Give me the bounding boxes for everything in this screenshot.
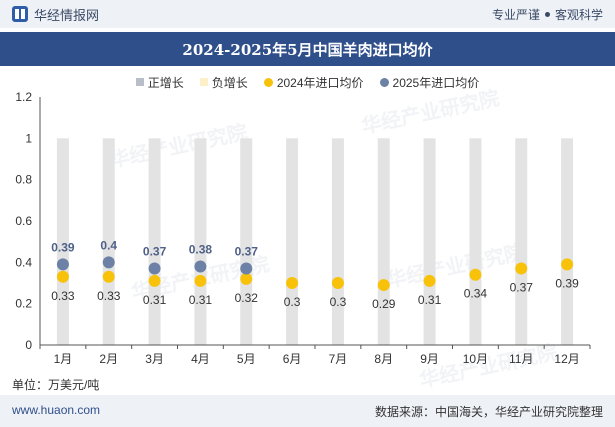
data-label-2024: 0.33: [97, 289, 121, 303]
point-2025: [148, 262, 161, 275]
data-label-2024: 0.31: [189, 293, 213, 307]
growth-bar: [286, 138, 299, 345]
data-label-2024: 0.32: [235, 291, 259, 305]
x-tick-label: 8月: [374, 352, 393, 366]
x-tick-label: 5月: [237, 352, 256, 366]
point-2025: [194, 260, 207, 273]
brand-name: 华经情报网: [34, 7, 100, 23]
point-2024: [469, 268, 482, 281]
point-2024: [286, 277, 299, 289]
point-2024: [561, 258, 574, 271]
footer-source: 数据来源：中国海关，华经产业研究院整理: [374, 405, 603, 419]
title-bar: 2024-2025年5月中国羊肉进口均价: [0, 32, 615, 66]
point-2025: [102, 256, 115, 269]
data-label-2025: 0.37: [235, 245, 259, 259]
data-points: [56, 256, 574, 292]
point-2024: [515, 262, 528, 275]
point-2024: [194, 274, 207, 287]
brand: 华经情报网: [12, 6, 100, 23]
x-tick-label: 4月: [191, 352, 210, 366]
growth-bar: [561, 138, 574, 345]
y-tick-label: 0.8: [15, 173, 32, 187]
point-2024: [331, 277, 344, 289]
growth-bar: [102, 138, 115, 345]
point-2024: [377, 279, 390, 292]
data-label-2025: 0.39: [51, 240, 75, 254]
growth-bar: [469, 138, 482, 345]
legend-item-negative: 负增长: [199, 74, 248, 91]
unit-label: 单位：万美元/吨: [12, 378, 100, 392]
point-2024: [56, 270, 69, 283]
chart-title: 2024-2025年5月中国羊肉进口均价: [182, 40, 433, 59]
data-label-2024: 0.33: [51, 289, 75, 303]
data-labels: 0.33 0.33 0.31 0.31 0.32 0.3 0.3 0.29 0.31 0.34 0.…: [51, 238, 579, 311]
point-2025: [56, 258, 69, 271]
growth-bars: [56, 138, 574, 345]
data-label-2025: 0.37: [143, 245, 167, 259]
axes: 0 0.2 0.4 0.6 0.8 1 1.2 1月 2月 3月 4月 5月 6月 7月 8月 9月 10月 11…: [15, 90, 591, 366]
x-tick-label: 9月: [420, 352, 439, 366]
growth-bar: [423, 138, 436, 345]
data-label-2025: 0.38: [189, 242, 213, 256]
legend-swatch-positive: [135, 78, 144, 86]
top-bar: 华经情报网 专业严谨 客观科学: [0, 0, 615, 28]
legend-item-2025: 2025年进口均价: [379, 74, 480, 91]
y-tick-label: 0.2: [15, 297, 32, 311]
data-label-2024: 0.39: [555, 276, 579, 290]
footer-site: www.huaon.com: [12, 403, 101, 417]
legend-label-2024: 2024年进口均价: [276, 75, 364, 90]
growth-bar: [148, 138, 161, 345]
point-2024: [423, 274, 436, 287]
x-tick-label: 2月: [99, 352, 118, 366]
legend-item-positive: 正增长: [135, 74, 184, 91]
x-tick-label: 1月: [54, 352, 73, 366]
tagline: 专业严谨 客观科学: [492, 6, 603, 23]
y-tick-label: 1.2: [15, 90, 32, 104]
data-label-2024: 0.3: [330, 295, 347, 309]
growth-bar: [240, 138, 253, 345]
legend: 正增长 负增长 2024年进口均价 2025年进口均价: [0, 72, 615, 92]
data-label-2024: 0.31: [143, 293, 167, 307]
growth-bar: [331, 138, 344, 345]
y-tick-label: 0.6: [15, 214, 32, 228]
point-2024: [102, 270, 115, 283]
growth-bar: [56, 138, 69, 345]
x-tick-label: 7月: [329, 352, 348, 366]
y-tick-label: 1: [25, 131, 32, 145]
point-2025: [240, 262, 253, 275]
legend-label-negative: 负增长: [211, 75, 248, 90]
data-label-2025: 0.4: [100, 238, 117, 252]
x-tick-label: 11月: [509, 352, 533, 366]
point-2024: [240, 272, 253, 285]
data-label-2024: 0.37: [510, 281, 534, 295]
footer-bar: www.huaon.com 数据来源：中国海关，华经产业研究院整理: [0, 395, 615, 427]
growth-bar: [194, 138, 207, 345]
data-label-2024: 0.29: [372, 297, 396, 311]
x-tick-label: 10月: [463, 352, 488, 366]
legend-label-2025: 2025年进口均价: [392, 75, 480, 90]
x-tick-label: 12月: [554, 352, 579, 366]
legend-label-positive: 正增长: [147, 75, 184, 90]
point-2024: [148, 274, 161, 287]
growth-bar: [377, 138, 390, 345]
legend-swatch-2025: [379, 77, 389, 87]
tagline-right: 客观科学: [554, 8, 603, 22]
legend-item-2024: 2024年进口均价: [263, 74, 364, 91]
legend-swatch-2024: [263, 77, 273, 87]
x-tick-label: 3月: [145, 352, 164, 366]
huajing-logo-icon: [12, 6, 28, 22]
data-label-2024: 0.34: [464, 287, 488, 301]
x-tick-label: 6月: [283, 352, 302, 366]
data-label-2024: 0.3: [284, 295, 301, 309]
separator-dot-icon: [544, 12, 550, 17]
data-label-2024: 0.31: [418, 293, 442, 307]
legend-swatch-negative: [199, 78, 208, 86]
growth-bar: [515, 138, 528, 345]
y-tick-label: 0: [25, 338, 32, 352]
tagline-left: 专业严谨: [491, 8, 540, 22]
y-tick-label: 0.4: [15, 255, 32, 269]
